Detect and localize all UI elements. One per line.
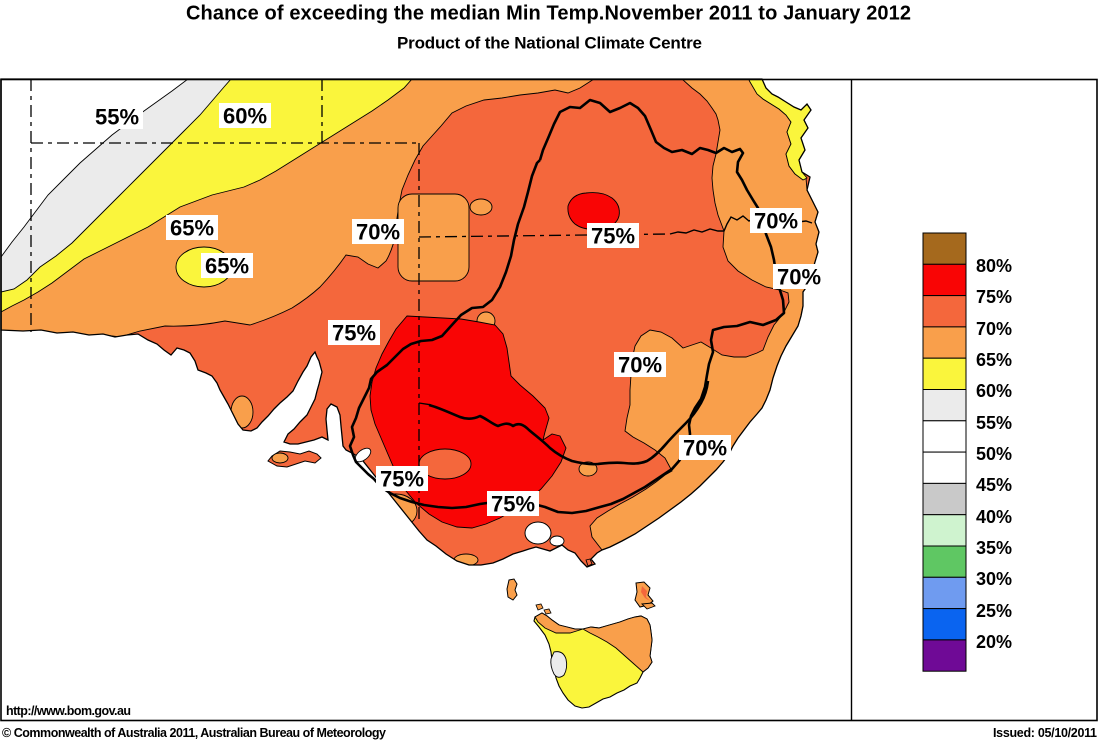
svg-text:75%: 75% [591,224,635,249]
svg-text:50%: 50% [976,444,1012,464]
svg-text:70%: 70% [777,265,821,290]
svg-text:55%: 55% [95,105,139,130]
svg-text:Issued: 05/10/2011: Issued: 05/10/2011 [993,726,1097,740]
svg-text:75%: 75% [380,467,424,492]
svg-text:60%: 60% [976,381,1012,401]
svg-text:80%: 80% [976,256,1012,276]
svg-text:70%: 70% [976,319,1012,339]
svg-text:25%: 25% [976,601,1012,621]
svg-text:70%: 70% [618,353,662,378]
svg-text:http://www.bom.gov.au: http://www.bom.gov.au [6,704,131,718]
svg-text:40%: 40% [976,507,1012,527]
svg-text:55%: 55% [976,413,1012,433]
svg-text:70%: 70% [683,436,727,461]
svg-text:© Commonwealth of Australia 20: © Commonwealth of Australia 2011, Austra… [2,726,386,740]
svg-text:75%: 75% [976,287,1012,307]
svg-text:75%: 75% [491,492,535,517]
svg-text:65%: 65% [205,254,249,279]
svg-text:35%: 35% [976,538,1012,558]
svg-text:70%: 70% [356,220,400,245]
svg-text:20%: 20% [976,632,1012,652]
svg-text:60%: 60% [223,104,267,129]
svg-text:65%: 65% [170,216,214,241]
svg-text:70%: 70% [754,209,798,234]
svg-text:75%: 75% [332,321,376,346]
svg-text:Product of the National Climat: Product of the National Climate Centre [397,34,702,53]
svg-text:30%: 30% [976,569,1012,589]
svg-text:Chance of exceeding the median: Chance of exceeding the median Min Temp.… [186,3,911,25]
svg-text:45%: 45% [976,475,1012,495]
svg-text:65%: 65% [976,350,1012,370]
